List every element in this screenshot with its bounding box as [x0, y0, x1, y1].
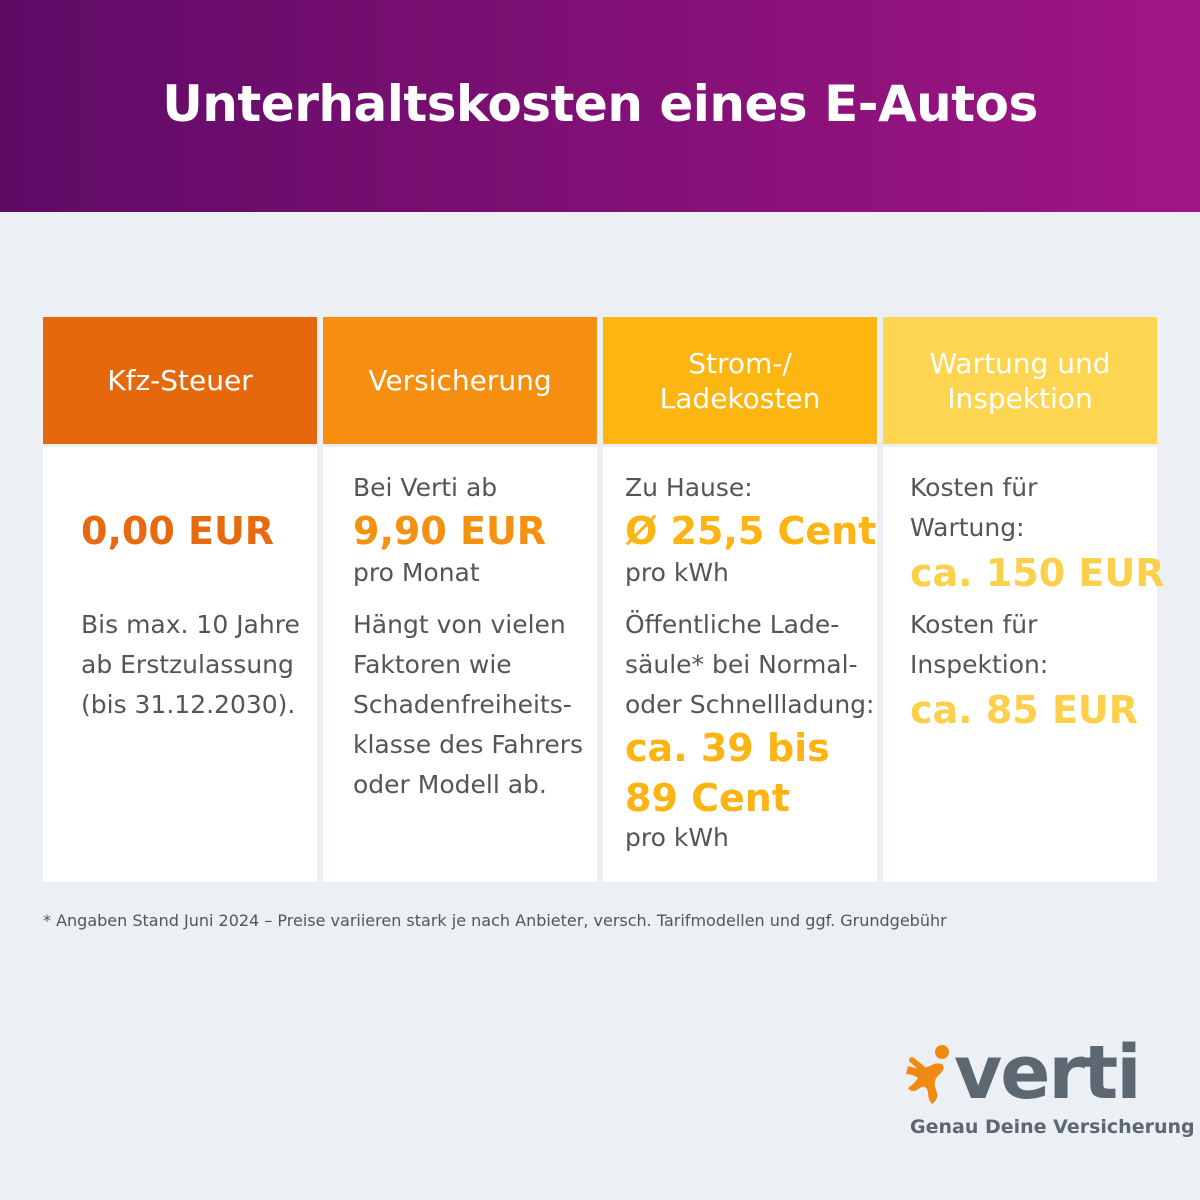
note-line: oder Modell ab.	[353, 770, 547, 799]
note-line: klasse des Fahrers	[353, 730, 584, 759]
page-title: Unterhaltskosten eines E-Autos	[162, 75, 1038, 133]
column-wartung: Wartung und Inspektion Kosten für Wartun…	[883, 317, 1164, 882]
intro-text: Zu Hause:	[625, 473, 753, 502]
note-line: Öffentliche Lade-	[625, 610, 840, 639]
column-header: Versicherung	[323, 317, 597, 444]
note-line: säule* bei Normal-	[625, 650, 858, 679]
note-line: Schadenfreiheits-	[353, 690, 572, 719]
verti-logo: verti Genau Deine Versicherung	[902, 1030, 1195, 1150]
cost-table: Kfz-Steuer 0,00 EUR Bis max. 10 Jahre ab…	[43, 317, 1164, 882]
amount-secondary: ca. 39 bis	[625, 726, 830, 770]
column-body: Zu Hause: Ø 25,5 Cent pro kWh Öffentlich…	[603, 447, 877, 882]
column-header: Strom-/ Ladekosten	[603, 317, 877, 444]
column-kfz-steuer: Kfz-Steuer 0,00 EUR Bis max. 10 Jahre ab…	[43, 317, 317, 882]
amount: Ø 25,5 Cent	[625, 509, 877, 553]
note-line: Faktoren wie	[353, 650, 512, 679]
amount-secondary: 89 Cent	[625, 776, 790, 820]
amount: 9,90 EUR	[353, 509, 547, 553]
note-line: Hängt von vielen	[353, 610, 566, 639]
note-line: (bis 31.12.2030).	[81, 690, 296, 719]
intro-text: Bei Verti ab	[353, 473, 498, 502]
logo-claim: Genau Deine Versicherung	[910, 1116, 1195, 1138]
label-line: Inspektion:	[910, 650, 1049, 679]
column-body: 0,00 EUR Bis max. 10 Jahre ab Erstzulass…	[43, 447, 317, 882]
column-versicherung: Versicherung Bei Verti ab 9,90 EUR pro M…	[323, 317, 597, 882]
column-header: Kfz-Steuer	[43, 317, 317, 444]
note-line: oder Schnellladung:	[625, 690, 875, 719]
note-line: ab Erstzulassung	[81, 650, 294, 679]
label-line: Wartung:	[910, 513, 1025, 542]
unit-text: pro kWh	[625, 558, 729, 587]
unit-text: pro Monat	[353, 558, 480, 587]
logo-wordmark: verti	[954, 1030, 1142, 1116]
column-body: Bei Verti ab 9,90 EUR pro Monat Hängt vo…	[323, 447, 597, 882]
amount: 0,00 EUR	[81, 509, 275, 553]
amount: ca. 150 EUR	[910, 551, 1165, 595]
unit-text: pro kWh	[625, 823, 729, 852]
header-banner: Unterhaltskosten eines E-Autos	[0, 0, 1200, 212]
column-header: Wartung und Inspektion	[883, 317, 1157, 444]
verti-figure-icon	[906, 1045, 949, 1104]
label-line: Kosten für	[910, 473, 1038, 502]
column-ladekosten: Strom-/ Ladekosten Zu Hause: Ø 25,5 Cent…	[603, 317, 877, 882]
amount-secondary: ca. 85 EUR	[910, 688, 1139, 732]
label-line: Kosten für	[910, 610, 1038, 639]
footnote: * Angaben Stand Juni 2024 – Preise varii…	[43, 911, 947, 930]
note-line: Bis max. 10 Jahre	[81, 610, 300, 639]
column-body: Kosten für Wartung: ca. 150 EUR Kosten f…	[883, 447, 1164, 882]
